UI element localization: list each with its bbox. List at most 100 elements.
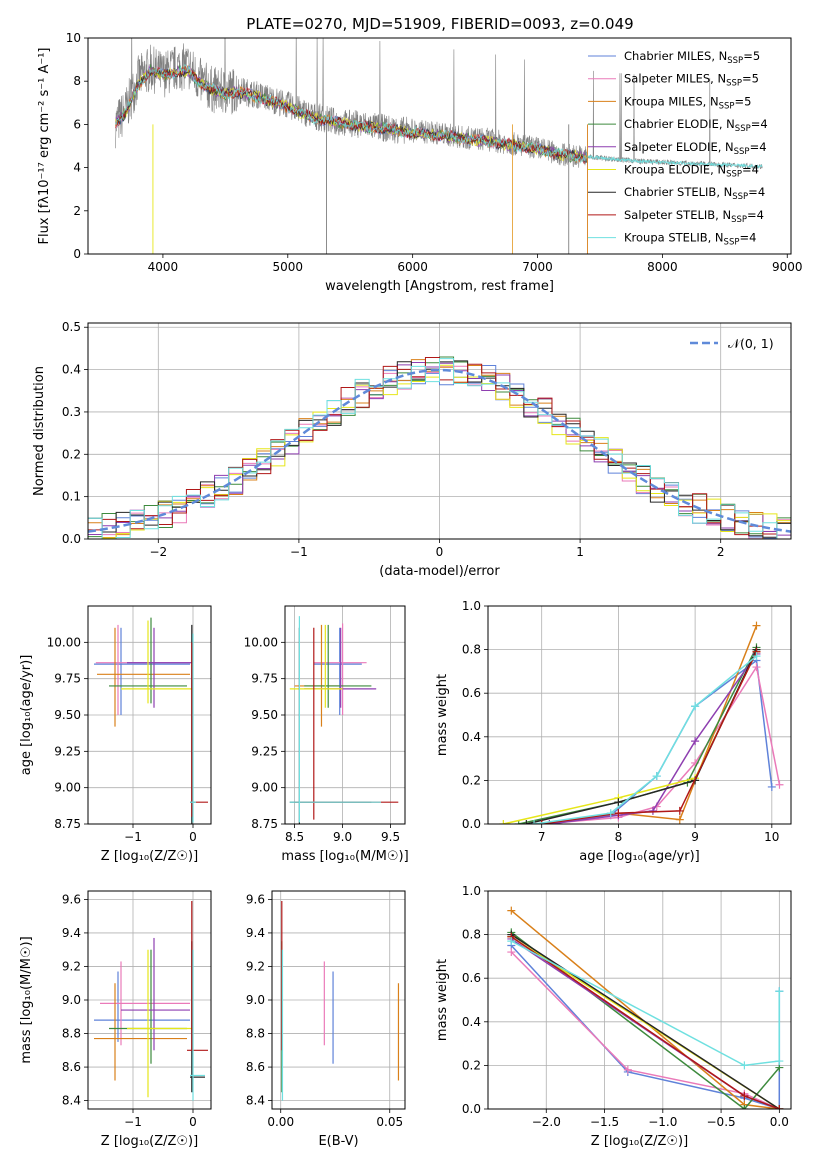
model-spectrum-tail (587, 154, 763, 170)
legend-model-name: Salpeter ELODIE (624, 140, 718, 154)
massweight_vs_age-ytick-label: 0.4 (462, 730, 481, 744)
age_vs_Z-ytick-label: 9.75 (54, 672, 81, 686)
age_vs_Z-ytick-label: 9.25 (54, 744, 81, 758)
age_vs_Z-ylabel: age [log₁₀(age/yr)] (19, 655, 34, 776)
age_vs_mass-axes: 8.5 9.0 9.5 8.75 9.00 9.25 9.50 9.75 10.00 mass [… (244, 605, 409, 864)
massweight_vs_Z-xtick-label: −1.0 (648, 1115, 677, 1129)
mass_vs_EBV-ytick-label: 8.6 (246, 1060, 265, 1074)
spectrum-ytick-label: 6 (73, 117, 81, 131)
mass-weight-marker (740, 1105, 749, 1109)
legend-model-name: Chabrier MILES (624, 49, 711, 63)
mass-weight-marker (775, 780, 784, 789)
legend-nssp-label: , N (715, 208, 731, 222)
age_vs_mass-ytick-label: 8.75 (251, 817, 278, 831)
legend-nssp-eq: = (748, 185, 758, 199)
mass_vs_Z-ylabel: mass [log₁₀(M/M☉)] (19, 936, 34, 1063)
legend-nssp-label: , N (718, 140, 734, 154)
spectrum-xlabel: wavelength [Angstrom, rest frame] (325, 279, 554, 294)
legend-nssp-eq: = (742, 163, 752, 177)
mass-weight-marker (606, 809, 615, 818)
residuals-xtick-label: 1 (576, 545, 584, 559)
mass_vs_Z-frame (87, 890, 212, 1110)
age_vs_Z-ytick-label: 8.75 (54, 817, 81, 831)
mass_vs_Z-xtick-label: −1 (124, 1115, 142, 1129)
massweight_vs_age-ytick-label: 0.6 (462, 686, 481, 700)
massweight_vs_age-axes: 7 8 9 10 0.0 0.2 0.4 0.6 0.8 1.0 age [log₁₀(age/yr… (435, 599, 792, 864)
massweight_vs_age-xlabel: age [log₁₀(age/yr)] (579, 849, 700, 864)
massweight_vs_Z-xlabel: Z [log₁₀(Z/Z☉)] (591, 1134, 688, 1149)
mass-weight-marker (530, 820, 539, 824)
massweight_vs_Z-xtick-label: −0.5 (707, 1115, 736, 1129)
mass_vs_Z-ytick-label: 8.8 (62, 1027, 81, 1041)
mass-weight-marker (740, 1061, 749, 1070)
age_vs_Z-axes: −1 0 8.75 9.00 9.25 9.50 9.75 10.00 Z [log₁₀(Z/Z… (19, 605, 212, 864)
residual-legend: 𝒩(0, 1) (690, 336, 774, 351)
mass-weight-marker (507, 937, 516, 946)
mass_vs_EBV-axes: 0.00 0.05 8.4 8.6 8.8 9.0 9.2 9.4 9.6 E(B-V) (246, 890, 406, 1149)
age_vs_mass-xtick-label: 9.0 (333, 830, 352, 844)
mass-weight-marker (752, 652, 761, 661)
mass-weight-marker (675, 815, 684, 824)
mass_vs_EBV-xtick-label: 0.05 (376, 1115, 403, 1129)
age_vs_mass-xtick-label: 8.5 (285, 830, 304, 844)
residuals-xtick-label: −2 (149, 545, 167, 559)
age_vs_mass-xtick-label: 9.5 (381, 830, 400, 844)
mass_vs_Z-ytick-label: 9.2 (62, 959, 81, 973)
age_vs_mass-ytick-label: 10.00 (244, 635, 278, 649)
mass-weight-marker (691, 702, 700, 711)
residuals-ytick-label: 0.1 (62, 490, 81, 504)
mass_vs_Z-xlabel: Z [log₁₀(Z/Z☉)] (101, 1134, 198, 1149)
model-spectrum-line (115, 64, 588, 164)
residuals-ytick-label: 0.4 (62, 363, 81, 377)
mass_vs_Z-plot-area (94, 901, 208, 1101)
massweight_vs_age-ylabel: mass weight (435, 674, 450, 756)
legend-model-name: Kroupa ELODIE (624, 163, 710, 177)
massweight_vs_age-xtick-label: 7 (538, 830, 546, 844)
mass-weight-marker (499, 820, 508, 824)
mass-weight-line (533, 655, 757, 824)
legend-nssp-sub: SSP (719, 101, 735, 111)
legend-nssp-value: 4 (758, 185, 765, 199)
legend-model-name: Chabrier ELODIE (624, 117, 719, 131)
residuals-ytick-label: 0.3 (62, 405, 81, 419)
residual-histogram (88, 358, 791, 539)
spectrum-axes: 4000 5000 6000 7000 8000 9000 0 2 4 6 8 10 wavelengt… (37, 31, 803, 294)
massweight_vs_Z-xtick-label: −2.0 (532, 1115, 561, 1129)
spectrum-xtick-label: 8000 (647, 260, 678, 274)
residuals-ytick-label: 0.0 (62, 532, 81, 546)
residuals-axes: −2 −1 0 1 2 0.0 0.1 0.2 0.3 0.4 0.5 (data-model)/er… (32, 320, 792, 579)
mass_vs_EBV-xtick-label: 0.00 (267, 1115, 294, 1129)
mass_vs_Z-ytick-label: 8.4 (62, 1094, 81, 1108)
mass-weight-marker (522, 820, 531, 824)
mass_vs_Z-axes: −1 0 8.4 8.6 8.8 9.0 9.2 9.4 9.6 Z [log₁₀(Z/Z☉)] m… (19, 890, 212, 1149)
model-spectrum-line (115, 65, 588, 164)
mass-weight-line (541, 651, 758, 824)
spectrum-ytick-label: 2 (73, 204, 81, 218)
massweight_vs_Z-xtick-label: 0.0 (770, 1115, 789, 1129)
legend-nssp-label: , N (716, 185, 732, 199)
legend-nssp-label: , N (711, 49, 727, 63)
mass-weight-marker (775, 987, 784, 996)
mass-weight-marker (752, 621, 761, 630)
spectrum-frame (87, 37, 792, 255)
legend-nssp-eq: = (751, 117, 761, 131)
legend-model-name: Chabrier STELIB (624, 185, 716, 199)
legend-nssp-value: 5 (753, 49, 760, 63)
legend-entry: Kroupa STELIB, NSSP=4 (624, 231, 756, 248)
mass-weight-marker (775, 1057, 784, 1066)
mass_vs_EBV-plot-area (281, 901, 400, 1101)
legend-model-name: Salpeter MILES (624, 72, 710, 86)
spectrum-xtick-label: 9000 (772, 260, 803, 274)
residuals-xtick-label: 2 (717, 545, 725, 559)
mass-weight-marker (507, 948, 516, 957)
age_vs_Z-xlabel: Z [log₁₀(Z/Z☉)] (101, 849, 198, 864)
mass_vs_EBV-ytick-label: 9.6 (246, 892, 265, 906)
age_vs_mass-xlabel: mass [log₁₀(M/M☉)] (281, 849, 408, 864)
legend-nssp-sub: SSP (734, 147, 750, 157)
mass-weight-line (510, 940, 781, 1067)
legend-nssp-sub: SSP (727, 56, 743, 66)
massweight_vs_Z-ytick-label: 0.6 (462, 971, 481, 985)
mass-weight-line (510, 910, 780, 1109)
mass-weight-marker (652, 772, 661, 781)
mass-weight-marker (514, 820, 523, 824)
